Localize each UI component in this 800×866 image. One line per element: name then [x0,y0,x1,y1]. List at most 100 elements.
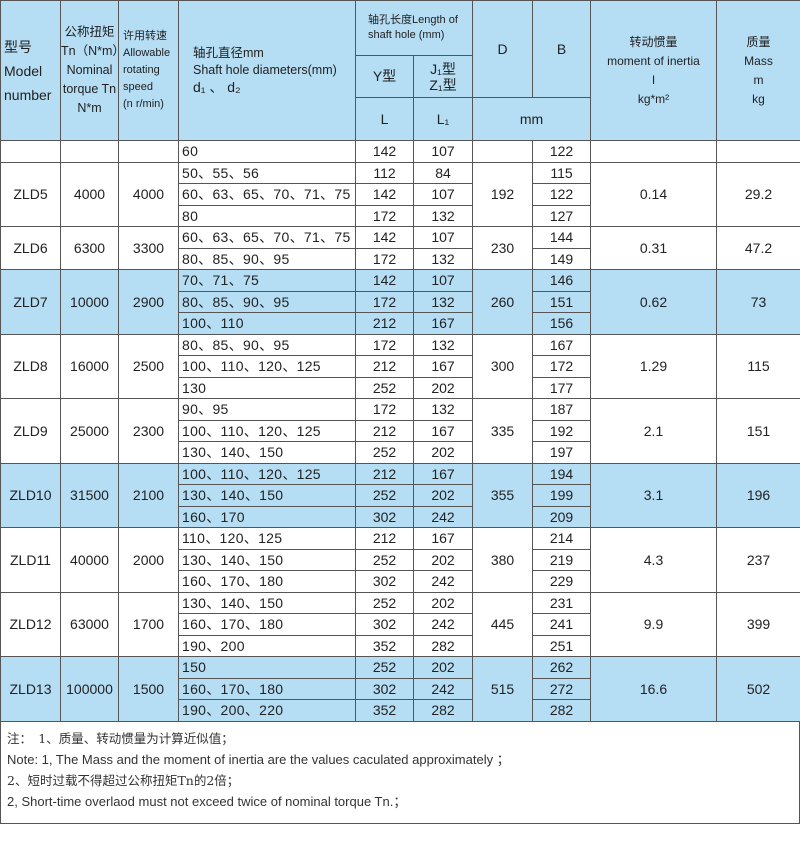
length-L1-cell: 202 [413,591,473,614]
torque-cell: 16000 [60,333,119,399]
speed-cell: 2000 [118,527,179,593]
length-L1-cell: 242 [413,570,473,593]
B-cell: 272 [532,677,591,700]
speed-cell: 2900 [118,269,179,335]
speed-cell: 3300 [118,226,179,270]
note-line: 2, Short-time overlaod must not exceed t… [7,793,407,809]
B-cell: 262 [532,656,591,679]
B-cell: 199 [532,484,591,507]
length-L-cell: 252 [355,484,414,507]
shaft-diameter-cell: 90、95 [178,398,356,421]
D-cell: 380 [472,527,533,593]
length-L-cell: 172 [355,247,414,270]
length-L-cell: 252 [355,548,414,571]
table-row: 100、110 212 167 156 [1,312,800,335]
torque-cell: 10000 [60,269,119,335]
table-row: 60 142 107 122 [0,140,800,163]
B-cell: 172 [532,355,591,378]
header-L1: L₁ [413,97,473,141]
mass-cell [716,140,800,163]
length-L-cell: 252 [355,376,414,399]
note-line: 注： 1、质量、转动惯量为计算近似值； [7,730,234,746]
shaft-diameter-cell: 130、140、150 [178,591,356,614]
speed-cell: 2500 [118,333,179,399]
D-cell: 192 [472,161,533,227]
D-cell: 335 [472,398,533,464]
B-cell: 229 [532,570,591,593]
torque-cell [60,140,119,163]
speed-cell: 1700 [118,591,179,657]
header-model: 型号 Model number [0,0,61,141]
inertia-cell: 2.1 [590,398,717,464]
shaft-diameter-cell: 70、71、75 [178,269,356,292]
model-cell: ZLD5 [0,161,61,227]
length-L-cell: 212 [355,527,414,550]
inertia-cell [590,140,717,163]
shaft-diameter-cell: 160、170 [178,505,356,528]
header-mm: mm [472,97,591,141]
mass-cell: 115 [716,333,800,399]
B-cell: 115 [532,161,591,184]
torque-cell: 40000 [60,527,119,593]
B-cell: 194 [532,462,591,485]
length-L-cell: 302 [355,570,414,593]
D-cell: 230 [472,226,533,270]
B-cell: 231 [532,591,591,614]
length-L-cell: 172 [355,398,414,421]
length-L-cell: 112 [355,161,414,184]
B-cell: 219 [532,548,591,571]
torque-cell: 100000 [60,656,119,722]
length-L1-cell: 167 [413,312,473,335]
table-row: 80、85、90、95 172 132 151 [1,290,800,313]
torque-cell: 6300 [60,226,119,270]
length-L-cell: 142 [355,226,414,249]
shaft-diameter-cell: 130 [178,376,356,399]
length-L-cell: 142 [355,140,414,163]
D-cell: 355 [472,462,533,528]
B-cell: 156 [532,312,591,335]
length-L1-cell: 107 [413,269,473,292]
length-L1-cell: 202 [413,656,473,679]
length-L1-cell: 282 [413,634,473,657]
length-L1-cell: 167 [413,462,473,485]
length-L1-cell: 132 [413,290,473,313]
header-j-type: J₁型 Z₁型 [413,55,473,98]
shaft-diameter-cell: 80 [178,204,356,227]
B-cell: 122 [532,183,591,206]
length-L1-cell: 132 [413,247,473,270]
length-L1-cell: 84 [413,161,473,184]
length-L-cell: 352 [355,699,414,722]
length-L1-cell: 107 [413,183,473,206]
table-row: ZLD13 100000 1500 150 252 202 515 262 16.6 502 [0,656,800,722]
shaft-diameter-cell: 100、110、120、125 [178,355,356,378]
table-row: 160、170、180 302 242 272 [1,677,800,700]
torque-cell: 31500 [60,462,119,528]
inertia-cell: 0.14 [590,161,717,227]
shaft-diameter-cell: 100、110 [178,312,356,335]
shaft-diameter-cell: 130、140、150 [178,484,356,507]
length-L1-cell: 242 [413,677,473,700]
model-cell: ZLD12 [0,591,61,657]
shaft-diameter-cell: 190、200 [178,634,356,657]
mass-cell: 73 [716,269,800,335]
shaft-diameter-cell: 190、200、220 [178,699,356,722]
length-L-cell: 212 [355,462,414,485]
header-speed: 许用转速 Allowable rotating speed (n r/min) [118,0,179,141]
header-mass: 质量 Mass m kg [716,0,800,141]
mass-cell: 29.2 [716,161,800,227]
length-L-cell: 212 [355,312,414,335]
length-L-cell: 212 [355,419,414,442]
inertia-cell: 1.29 [590,333,717,399]
length-L-cell: 172 [355,290,414,313]
shaft-diameter-cell: 80、85、90、95 [178,247,356,270]
D-cell: 260 [472,269,533,335]
model-cell: ZLD8 [0,333,61,399]
B-cell: 122 [532,140,591,163]
shaft-diameter-cell: 60 [178,140,356,163]
table-row: 100、110、120、125 212 167 192 [1,419,800,442]
model-cell: ZLD13 [0,656,61,722]
shaft-diameter-cell: 60、63、65、70、71、75 [178,226,356,249]
shaft-diameter-cell: 100、110、120、125 [178,419,356,442]
